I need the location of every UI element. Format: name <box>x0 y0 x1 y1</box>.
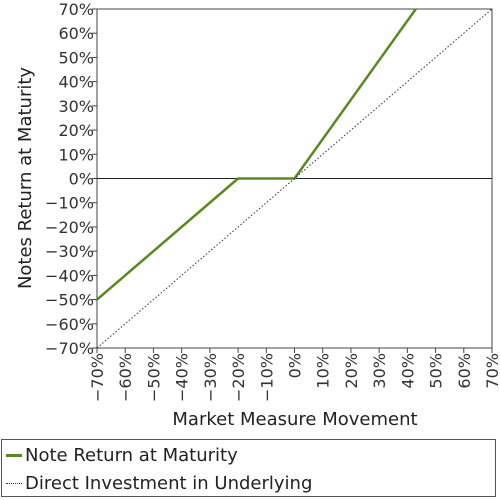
plot-area <box>96 8 493 349</box>
x-tick-label: −30% <box>201 353 220 402</box>
y-tick-label: −60% <box>45 315 94 334</box>
y-tick-label: 40% <box>58 73 94 92</box>
y-tick-label: 50% <box>58 48 94 67</box>
legend-label: Note Return at Maturity <box>25 444 238 466</box>
y-tick-label: 70% <box>58 0 94 19</box>
y-axis-title: Notes Return at Maturity <box>15 67 36 289</box>
x-tick-label: −50% <box>144 353 163 402</box>
x-tick-label: −70% <box>88 353 107 402</box>
y-tick-label: −10% <box>45 194 94 213</box>
y-axis-ticks: 70% 60% 50% 40% 30% 20% 10% 0% −10% −20% −30% −40% −… <box>45 0 97 358</box>
x-tick-label: 50% <box>427 353 446 389</box>
y-tick-label: 30% <box>58 97 94 116</box>
y-tick-label: 60% <box>58 24 94 43</box>
x-tick-label: 10% <box>314 353 333 389</box>
x-axis-ticks: −70% −60% −50% −40% −30% −20% −10% 0% 10% 20% 30% 4… <box>88 348 500 402</box>
y-tick-label: 0% <box>69 170 94 189</box>
y-tick-label: 10% <box>58 145 94 164</box>
x-tick-label: −10% <box>257 353 276 402</box>
x-tick-label: 0% <box>286 353 305 378</box>
x-tick-label: 20% <box>342 353 361 389</box>
series-line-direct-investment <box>96 8 493 349</box>
x-tick-label: 40% <box>398 353 417 389</box>
legend-swatch-solid <box>6 453 22 457</box>
legend: Note Return at Maturity Direct Investmen… <box>1 439 496 497</box>
y-tick-label: −70% <box>45 339 94 358</box>
x-tick-label: 70% <box>483 353 500 389</box>
legend-label: Direct Investment in Underlying <box>25 472 313 494</box>
legend-swatch-dotted <box>6 482 22 484</box>
x-tick-label: −20% <box>229 353 248 402</box>
x-tick-label: 60% <box>455 353 474 389</box>
legend-item-note-return: Note Return at Maturity <box>6 443 238 467</box>
series-line-note-return <box>96 8 417 301</box>
x-axis-title: Market Measure Movement <box>172 409 417 430</box>
y-tick-label: −30% <box>45 242 94 261</box>
y-tick-label: −50% <box>45 291 94 310</box>
x-tick-label: −40% <box>173 353 192 402</box>
y-tick-label: −40% <box>45 266 94 285</box>
legend-item-direct-investment: Direct Investment in Underlying <box>6 471 312 495</box>
x-tick-label: −60% <box>116 353 135 402</box>
y-tick-label: −20% <box>45 218 94 237</box>
x-tick-label: 30% <box>370 353 389 389</box>
y-tick-label: 20% <box>58 121 94 140</box>
